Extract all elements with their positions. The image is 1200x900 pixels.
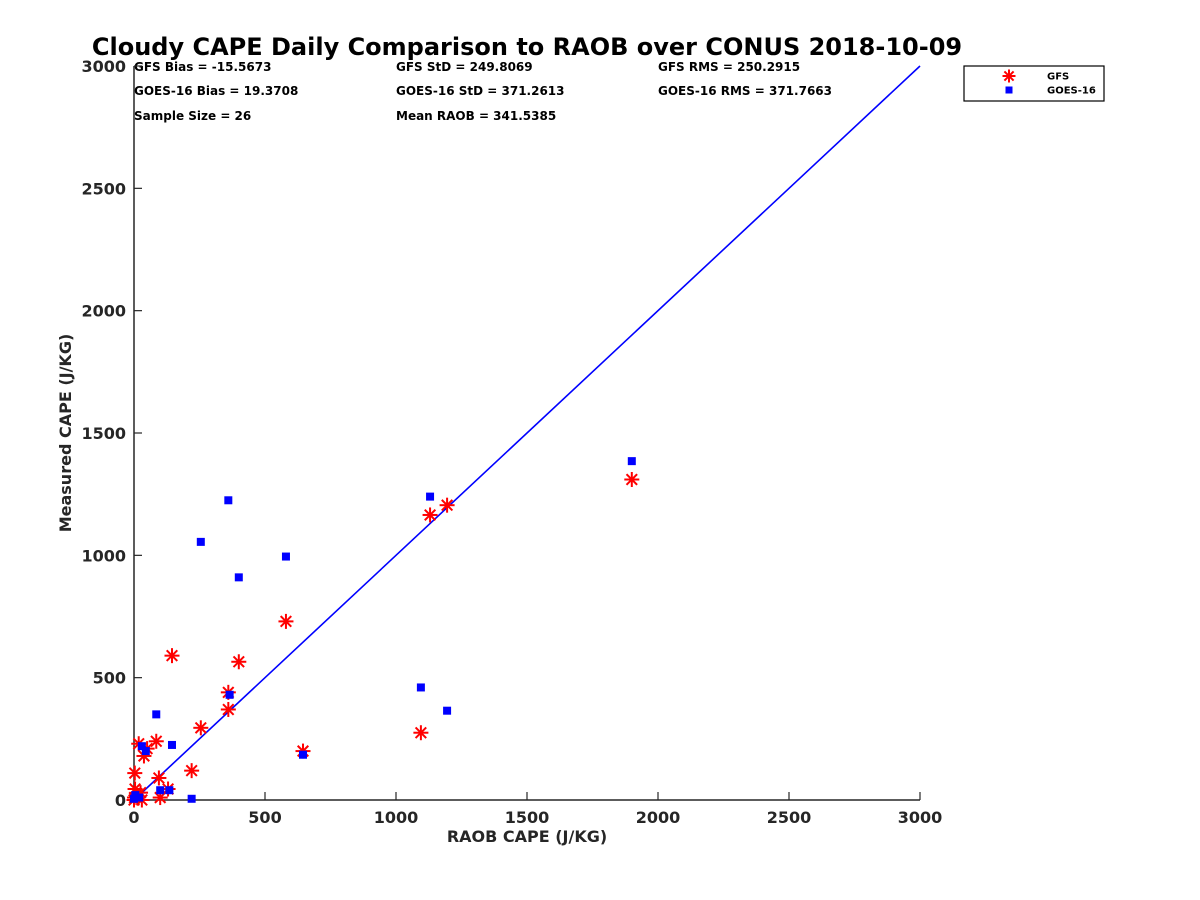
goes16-point bbox=[196, 537, 205, 546]
stat-text: GOES-16 RMS = 371.7663 bbox=[658, 84, 832, 98]
y-tick-label: 0 bbox=[115, 791, 126, 810]
gfs-point bbox=[193, 720, 209, 736]
legend-marker-gfs bbox=[1002, 69, 1016, 83]
goes16-point bbox=[627, 457, 636, 466]
legend-box bbox=[963, 65, 1105, 102]
legend-label: GOES-16 bbox=[1047, 86, 1096, 97]
goes16-point bbox=[165, 786, 174, 795]
x-tick-label: 3000 bbox=[898, 808, 943, 827]
x-tick-label: 1500 bbox=[505, 808, 550, 827]
gfs-point bbox=[164, 648, 180, 664]
x-tick-label: 1000 bbox=[374, 808, 419, 827]
gfs-point bbox=[151, 770, 167, 786]
x-axis-label: RAOB CAPE (J/KG) bbox=[447, 827, 607, 846]
goes16-point bbox=[416, 683, 425, 692]
goes16-point bbox=[141, 747, 150, 756]
legend-marker-goes16 bbox=[1005, 86, 1013, 94]
x-tick-label: 2500 bbox=[767, 808, 812, 827]
stat-text: GFS Bias = -15.5673 bbox=[134, 60, 271, 74]
goes16-point bbox=[137, 742, 146, 751]
goes16-point bbox=[281, 552, 290, 561]
legend: GFS GOES-16 bbox=[963, 65, 1105, 102]
y-axis-label: Measured CAPE (J/KG) bbox=[56, 334, 75, 533]
goes16-point bbox=[443, 706, 452, 715]
goes16-point bbox=[234, 573, 243, 582]
gfs-point bbox=[136, 748, 152, 764]
goes16-point bbox=[426, 492, 435, 501]
y-tick-label: 2500 bbox=[81, 179, 126, 198]
chart-title: Cloudy CAPE Daily Comparison to RAOB ove… bbox=[92, 33, 962, 61]
reference-line-group bbox=[133, 65, 921, 801]
goes16-point bbox=[225, 690, 234, 699]
stats-block: GFS Bias = -15.5673 GFS StD = 249.8069 GFS… bbox=[134, 60, 832, 123]
goes16-point bbox=[135, 793, 144, 802]
stat-text: GOES-16 Bias = 19.3708 bbox=[134, 84, 298, 98]
stat-text: Mean RAOB = 341.5385 bbox=[396, 109, 556, 123]
stat-text: Sample Size = 26 bbox=[134, 109, 251, 123]
one-to-one-line bbox=[133, 65, 921, 801]
stat-text: GOES-16 StD = 371.2613 bbox=[396, 84, 565, 98]
stat-text: GFS StD = 249.8069 bbox=[396, 60, 533, 74]
goes16-point bbox=[224, 496, 233, 505]
x-tick-label: 500 bbox=[248, 808, 281, 827]
gfs-point bbox=[422, 507, 438, 523]
gfs-point bbox=[278, 613, 294, 629]
gfs-point bbox=[439, 497, 455, 513]
gfs-point bbox=[413, 725, 429, 741]
gfs-point bbox=[184, 763, 200, 779]
goes16-point bbox=[298, 750, 307, 759]
y-tick-label: 1000 bbox=[81, 546, 126, 565]
goes16-point bbox=[167, 740, 176, 749]
y-tick-label: 2000 bbox=[81, 302, 126, 321]
gfs-point bbox=[148, 733, 164, 749]
stat-text: GFS RMS = 250.2915 bbox=[658, 60, 800, 74]
x-tick-label: 2000 bbox=[636, 808, 681, 827]
data-points bbox=[126, 457, 640, 808]
gfs-point bbox=[624, 471, 640, 487]
y-tick-label: 1500 bbox=[81, 424, 126, 443]
y-tick-label: 500 bbox=[93, 669, 126, 688]
gfs-point bbox=[127, 765, 143, 781]
goes16-point bbox=[156, 786, 165, 795]
goes16-point bbox=[152, 710, 161, 719]
legend-label: GFS bbox=[1047, 72, 1069, 83]
x-tick-label: 0 bbox=[128, 808, 139, 827]
gfs-point bbox=[231, 654, 247, 670]
y-tick-label: 3000 bbox=[81, 57, 126, 76]
gfs-point bbox=[220, 701, 236, 717]
axis-ticks: 0 500 1000 1500 2000 2500 3000 0 500 1000 1500 2000… bbox=[81, 57, 942, 827]
goes16-point bbox=[187, 794, 196, 803]
